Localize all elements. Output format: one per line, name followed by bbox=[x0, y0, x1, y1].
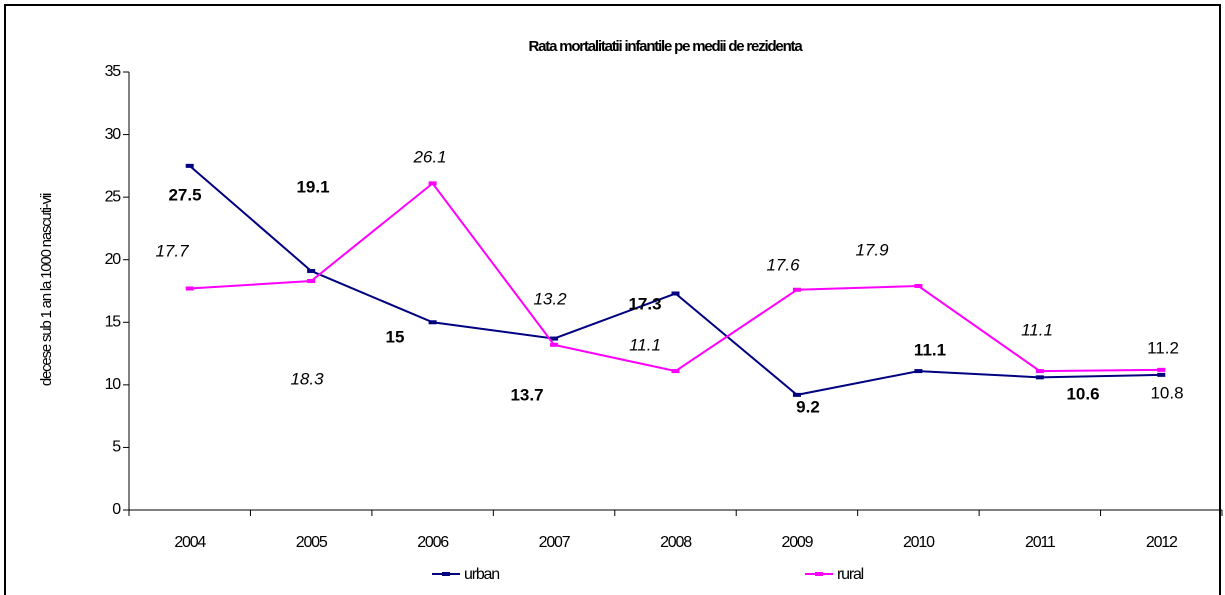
data-label: 17.7 bbox=[155, 241, 189, 260]
x-tick-label: 2005 bbox=[296, 534, 328, 551]
legend-label: urban bbox=[464, 566, 499, 583]
y-tick-label: 5 bbox=[112, 439, 121, 456]
chart-title: Rata mortalitatii infantile pe medii de … bbox=[529, 38, 804, 55]
data-label: 17.6 bbox=[766, 255, 800, 274]
data-label: 10.8 bbox=[1150, 383, 1183, 402]
point bbox=[428, 320, 437, 325]
data-label: 17.3 bbox=[628, 294, 661, 313]
point bbox=[185, 163, 194, 168]
data-label: 13.2 bbox=[533, 289, 567, 308]
y-tick-label: 25 bbox=[105, 188, 122, 205]
x-tick-label: 2004 bbox=[174, 534, 206, 551]
line-urban bbox=[189, 165, 1162, 396]
x-tick-label: 2009 bbox=[782, 534, 814, 551]
y-tick-label: 0 bbox=[112, 501, 121, 518]
point bbox=[792, 287, 801, 292]
point bbox=[550, 336, 559, 341]
y-tick-label: 35 bbox=[105, 63, 122, 80]
point bbox=[671, 369, 680, 374]
data-label: 18.3 bbox=[290, 369, 324, 388]
data-label: 27.5 bbox=[168, 185, 201, 204]
point bbox=[1157, 367, 1166, 372]
data-label: 11.1 bbox=[1021, 320, 1053, 339]
legend-label: rural bbox=[837, 566, 864, 583]
data-label: 17.9 bbox=[855, 240, 889, 259]
y-tick-label: 10 bbox=[105, 376, 122, 393]
x-tick-label: 2007 bbox=[539, 534, 571, 551]
x-tick-label: 2006 bbox=[417, 534, 449, 551]
data-label: 11.2 bbox=[1147, 338, 1179, 357]
y-tick-label: 15 bbox=[105, 314, 122, 331]
y-tick-label: 20 bbox=[105, 251, 122, 268]
x-tick-label: 2011 bbox=[1025, 534, 1056, 551]
data-label: 11.1 bbox=[629, 335, 661, 354]
data-label: 13.7 bbox=[510, 385, 543, 404]
x-tick-label: 2010 bbox=[903, 534, 935, 551]
data-label: 15 bbox=[386, 327, 405, 346]
x-tick-label: 2012 bbox=[1146, 534, 1178, 551]
line-rural bbox=[189, 181, 1162, 373]
chart-border bbox=[4, 4, 1221, 595]
y-tick-label: 30 bbox=[105, 126, 122, 143]
data-label: 10.6 bbox=[1066, 384, 1099, 403]
point bbox=[428, 181, 437, 186]
data-label: 26.1 bbox=[412, 147, 446, 166]
x-tick-label: 2008 bbox=[660, 534, 692, 551]
point bbox=[914, 283, 923, 288]
data-label: 19.1 bbox=[296, 177, 329, 196]
data-label: 11.1 bbox=[914, 340, 946, 359]
point bbox=[307, 268, 316, 273]
point bbox=[550, 342, 559, 347]
point bbox=[307, 278, 316, 283]
point bbox=[185, 286, 194, 291]
point bbox=[792, 392, 801, 397]
point bbox=[914, 369, 923, 374]
legend-marker bbox=[442, 572, 450, 576]
point bbox=[1157, 372, 1166, 377]
y-axis-label: decese sub 1 an la 1000 nascuti-vii bbox=[38, 193, 55, 386]
data-label: 9.2 bbox=[796, 397, 820, 416]
point bbox=[671, 291, 680, 296]
legend-marker bbox=[815, 572, 823, 576]
point bbox=[1035, 369, 1044, 374]
point bbox=[1035, 375, 1044, 380]
